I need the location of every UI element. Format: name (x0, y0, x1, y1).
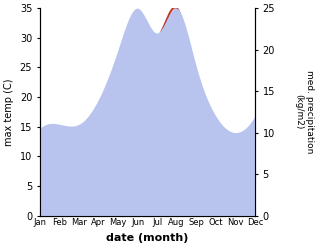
Y-axis label: med. precipitation
(kg/m2): med. precipitation (kg/m2) (294, 70, 314, 154)
Y-axis label: max temp (C): max temp (C) (4, 78, 14, 145)
X-axis label: date (month): date (month) (106, 233, 189, 243)
